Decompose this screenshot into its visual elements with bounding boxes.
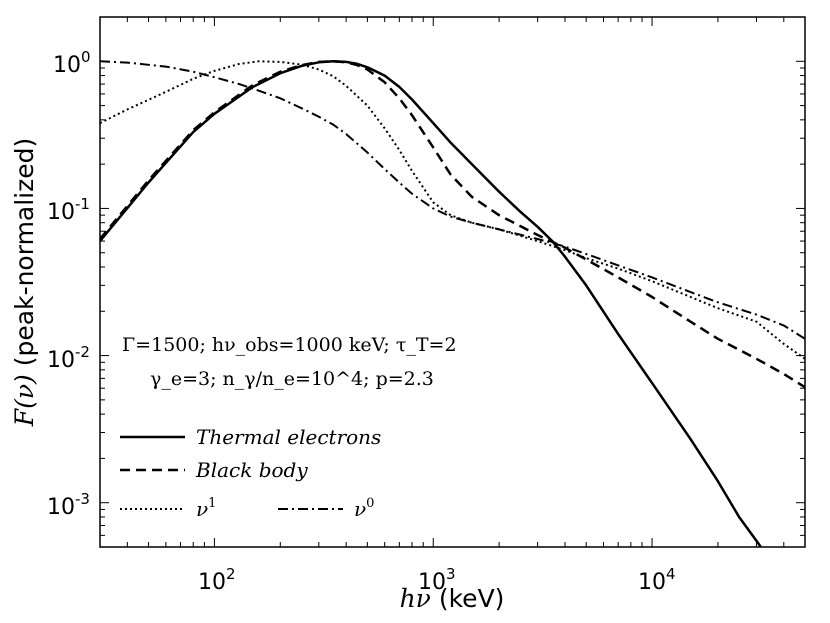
series-line-black-body: [100, 60, 805, 389]
series-line--0: [100, 60, 805, 340]
legend-label-nu1: ν1: [196, 496, 216, 521]
y-axis-label: F(ν) (peak-normalized): [10, 138, 39, 428]
annotation-line-2: γ_e=3; n_γ/n_e=10^4; p=2.3: [150, 368, 434, 390]
legend: Thermal electrons Black body ν1 ν0: [120, 425, 381, 521]
axis-ticks: [99, 16, 806, 548]
x-tick-label-1000: 103: [418, 565, 456, 595]
legend-label-nu0: ν0: [354, 496, 374, 521]
y-tick-label-1: 100: [53, 48, 91, 78]
annotation-line-1: Γ=1500; hν_obs=1000 keV; τ_T=2: [122, 334, 457, 356]
x-tick-label-100: 102: [198, 565, 236, 595]
y-tick-label-0.1: 10-1: [47, 195, 90, 225]
legend-label-blackbody: Black body: [195, 458, 308, 482]
x-tick-label-10000: 104: [638, 565, 676, 595]
y-tick-label-0.01: 10-2: [47, 343, 90, 373]
series-line--1: [100, 60, 805, 360]
series-layer: [100, 60, 805, 547]
plot-frame: [99, 16, 806, 548]
y-tick-label-0.001: 10-3: [47, 490, 90, 520]
series-line-thermal-electrons: [100, 60, 763, 547]
legend-label-thermal: Thermal electrons: [196, 425, 381, 449]
x-axis-label: hν (keV): [400, 584, 505, 613]
